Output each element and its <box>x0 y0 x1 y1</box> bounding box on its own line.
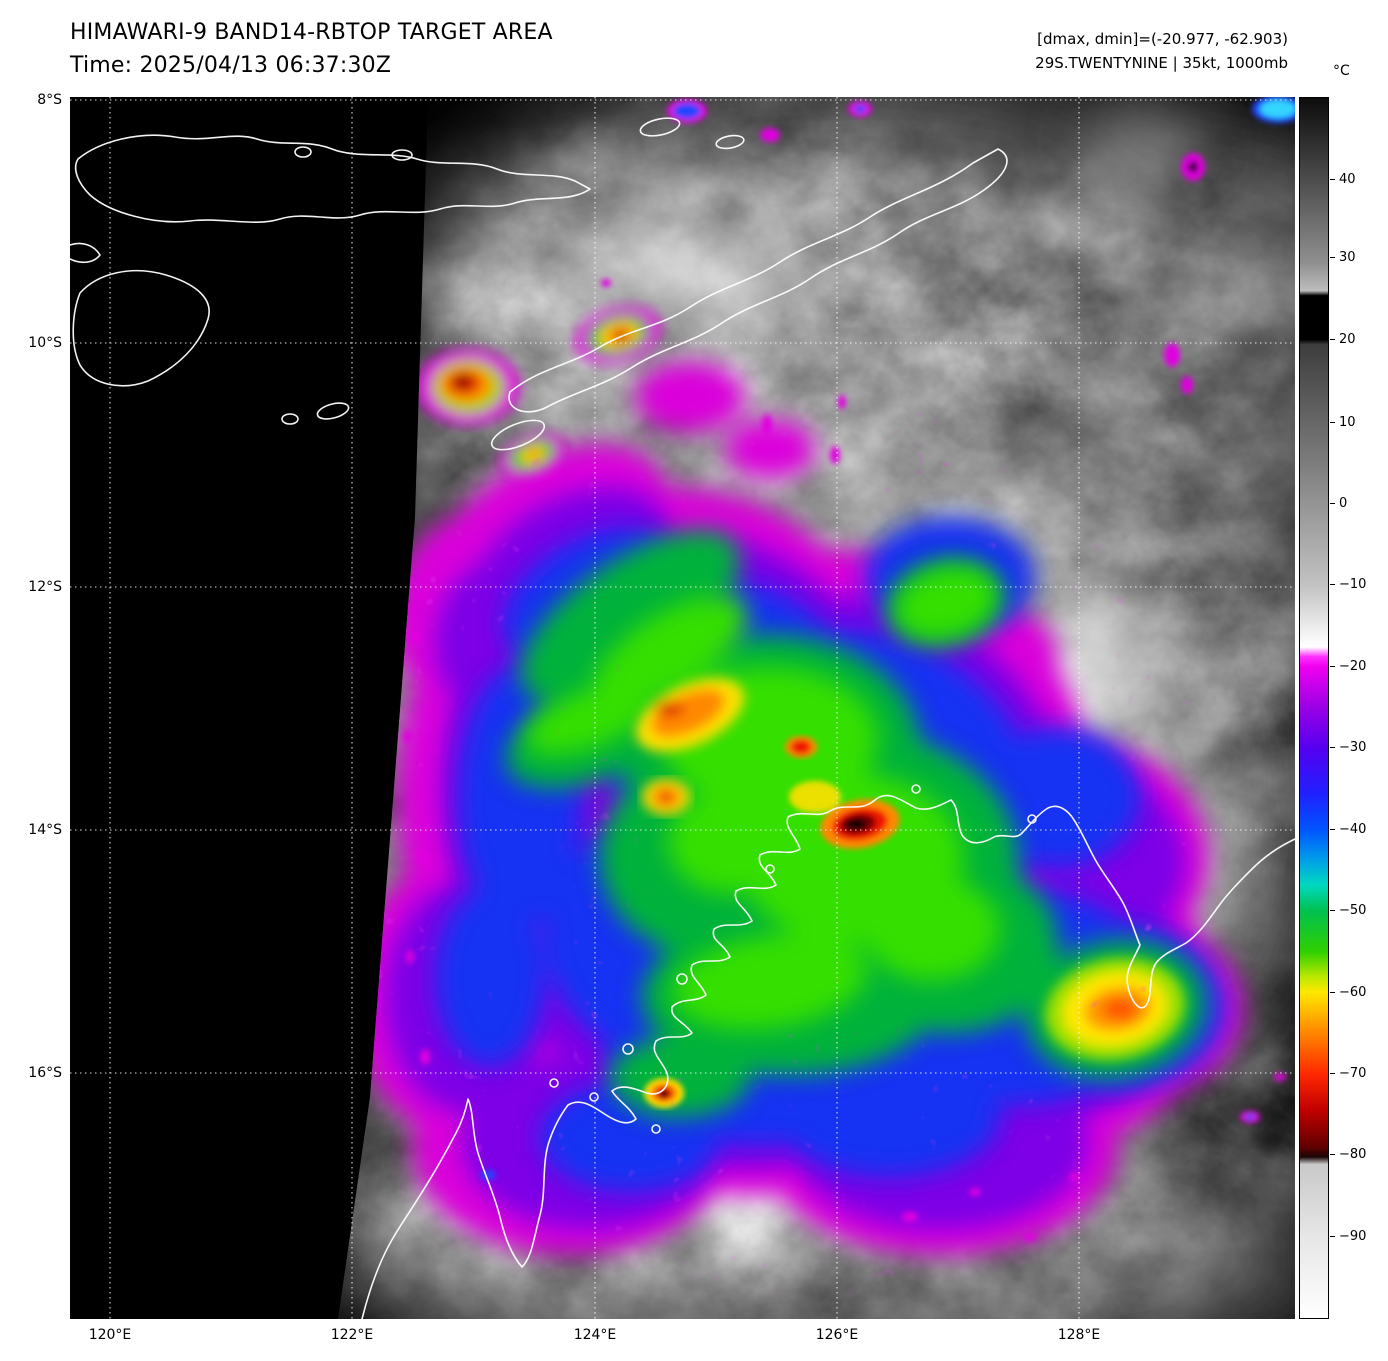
lon-tick-122e: 122°E <box>330 1327 374 1343</box>
coastlines <box>69 117 1296 1320</box>
islet <box>639 117 681 137</box>
islet <box>391 149 413 161</box>
satellite-image <box>69 97 1296 1320</box>
islet <box>1027 814 1037 824</box>
islet <box>622 1043 634 1055</box>
lon-tick-128e: 128°E <box>1057 1327 1101 1343</box>
storm-info-readout: 29S.TWENTYNINE | 35kt, 1000mb <box>1035 54 1288 72</box>
islet <box>281 413 299 425</box>
colorbar-tick: −70 <box>1330 1065 1366 1083</box>
islet <box>651 1124 661 1134</box>
islet <box>589 1092 599 1102</box>
colorbar-tick: −90 <box>1330 1228 1366 1246</box>
islet <box>294 146 312 158</box>
coastline-australia-kimberley <box>361 794 1296 1320</box>
islet <box>549 1078 559 1088</box>
coastline-timor <box>508 148 1008 413</box>
coastline-flores-chain <box>74 134 591 224</box>
lon-tick-126e: 126°E <box>815 1327 859 1343</box>
lat-lon-grid <box>70 97 1295 1319</box>
islet <box>715 134 745 150</box>
lat-tick-8s: 8°S <box>37 92 62 108</box>
colorbar-tick: −60 <box>1330 984 1366 1002</box>
colorbar-tick: −40 <box>1330 821 1366 839</box>
colorbar-tick: −80 <box>1330 1146 1366 1164</box>
islet <box>765 864 775 874</box>
colorbar-tick: 40 <box>1330 171 1356 189</box>
lat-tick-10s: 10°S <box>28 335 62 351</box>
lat-tick-16s: 16°S <box>28 1065 62 1081</box>
lat-tick-12s: 12°S <box>28 579 62 595</box>
islet <box>676 973 688 985</box>
dmax-dmin-readout: [dmax, dmin]=(-20.977, -62.903) <box>1037 30 1288 48</box>
cold-pixel-specks <box>404 97 1295 1241</box>
colorbar-tick: 0 <box>1330 495 1347 513</box>
lat-tick-14s: 14°S <box>28 822 62 838</box>
colorbar-tick: −20 <box>1330 658 1366 676</box>
coastline-sumbawa-tip <box>69 242 101 264</box>
page-title: HIMAWARI-9 BAND14-RBTOP TARGET AREA <box>70 20 553 45</box>
satellite-image-panel: Copyright © 2020-2025 Dapiya <box>69 97 1296 1320</box>
colorbar-tick: 30 <box>1330 249 1356 267</box>
colorbar-tick: −30 <box>1330 739 1366 757</box>
islet-rote <box>490 419 546 451</box>
coastline-sumba <box>72 269 210 387</box>
lon-tick-120e: 120°E <box>88 1327 132 1343</box>
islet <box>911 784 921 794</box>
colorbar-unit-label: °C <box>1333 63 1350 79</box>
colorbar-tick: 10 <box>1330 414 1356 432</box>
colorbar-tick: 20 <box>1330 331 1356 349</box>
timestamp-line: Time: 2025/04/13 06:37:30Z <box>70 53 392 78</box>
grayscale-cloud-field <box>338 97 1295 1319</box>
colorbar-tick: −10 <box>1330 576 1366 594</box>
islet <box>316 402 350 420</box>
colorbar-tick: −50 <box>1330 902 1366 920</box>
lon-tick-124e: 124°E <box>573 1327 617 1343</box>
colorbar-gradient <box>1299 97 1329 1319</box>
